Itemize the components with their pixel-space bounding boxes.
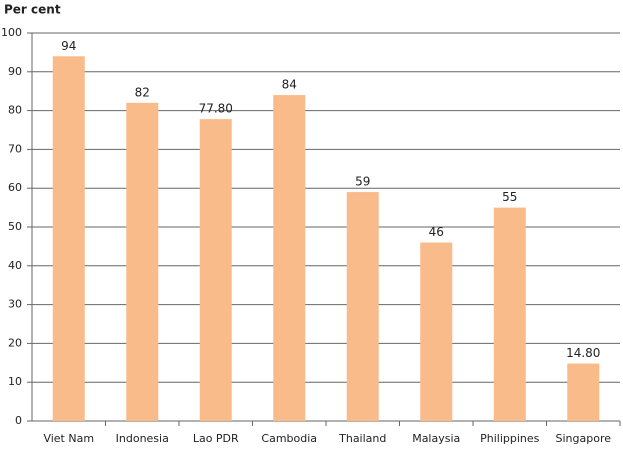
bar [420,242,453,421]
y-tick-label: 80 [8,104,22,117]
value-label: 82 [135,85,150,99]
value-label: 84 [282,78,297,92]
y-tick-label: 90 [8,65,22,78]
value-label: 46 [429,225,444,239]
x-tick-label: Cambodia [261,432,317,445]
x-tick-label: Indonesia [116,432,169,445]
y-tick-label: 50 [8,220,22,233]
y-tick-label: 60 [8,181,22,194]
bar [567,363,600,421]
x-tick-label: Viet Nam [43,432,94,445]
y-tick-label: 100 [1,26,22,39]
x-tick-label: Malaysia [412,432,460,445]
bar [52,56,85,421]
value-label: 14.80 [566,346,600,360]
x-tick-label: Thailand [338,432,386,445]
bar [273,95,306,421]
y-tick-label: 30 [8,298,22,311]
y-tick-label: 70 [8,142,22,155]
value-label: 59 [355,175,370,189]
bar [199,119,232,422]
value-label: 55 [502,190,517,204]
y-tick-label: 10 [8,375,22,388]
x-tick-label: Philippines [480,432,540,445]
bar [126,102,159,421]
y-tick-label: 0 [15,414,22,427]
bar [493,207,526,421]
y-axis-label: Per cent [4,3,61,17]
x-tick-label: Singapore [556,432,612,445]
bar [346,192,379,421]
value-label: 77.80 [199,102,233,116]
y-tick-label: 40 [8,259,22,272]
x-tick-label: Lao PDR [193,432,239,445]
y-tick-label: 20 [8,336,22,349]
value-label: 94 [61,39,76,53]
